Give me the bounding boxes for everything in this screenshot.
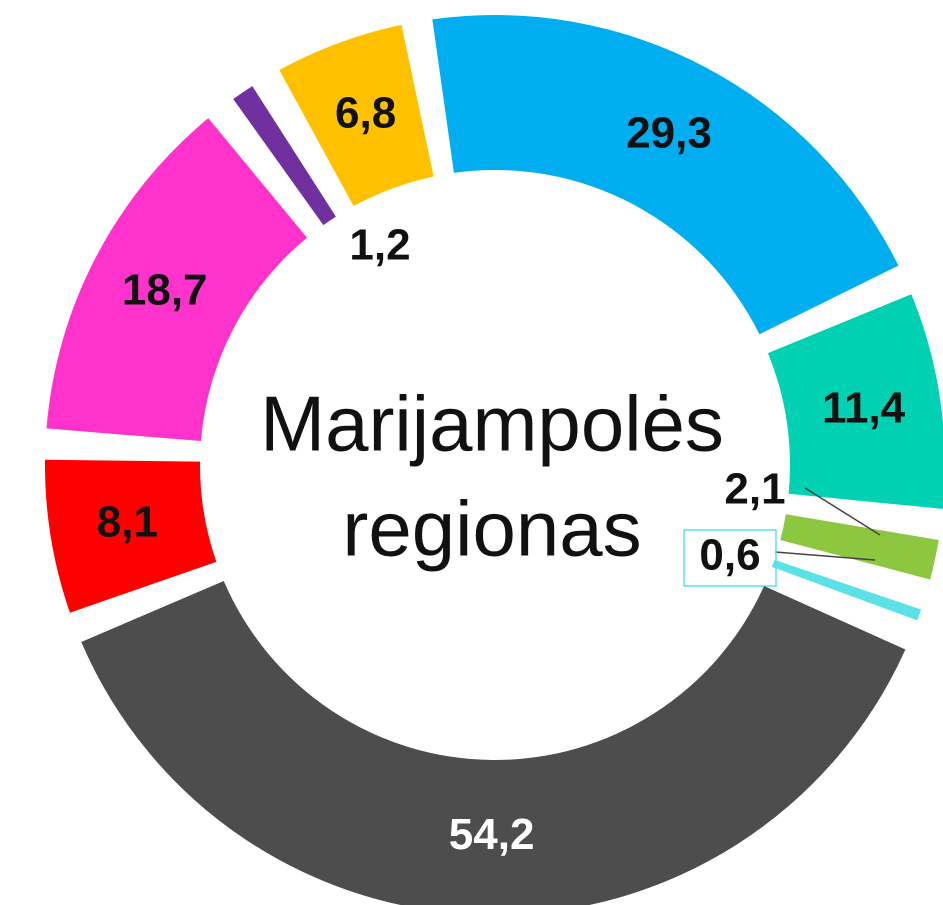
label-box (683, 529, 777, 587)
value-label: 11,4 (822, 384, 906, 433)
donut-segment (233, 86, 336, 226)
donut-segment (46, 118, 308, 442)
donut-segment (81, 581, 906, 905)
center-label: Marijampolės (260, 380, 724, 468)
value-label: 2,1 (724, 465, 785, 514)
value-label: 8,1 (97, 497, 158, 546)
donut-segment (279, 24, 434, 207)
donut-segment (771, 559, 922, 621)
value-label: 18,7 (122, 265, 208, 314)
value-label: 0,6 (699, 531, 760, 580)
value-label: 6,8 (335, 88, 396, 137)
donut-segment (780, 514, 939, 580)
donut-segment (767, 294, 943, 509)
value-label: 1,2 (349, 221, 410, 270)
value-label: 54,2 (449, 810, 535, 859)
center-label: regionas (342, 485, 641, 573)
leader-line (774, 551, 876, 561)
leader-line (804, 487, 881, 536)
donut-segment (45, 459, 217, 613)
donut-segment (432, 14, 899, 335)
value-label: 29,3 (626, 108, 712, 157)
